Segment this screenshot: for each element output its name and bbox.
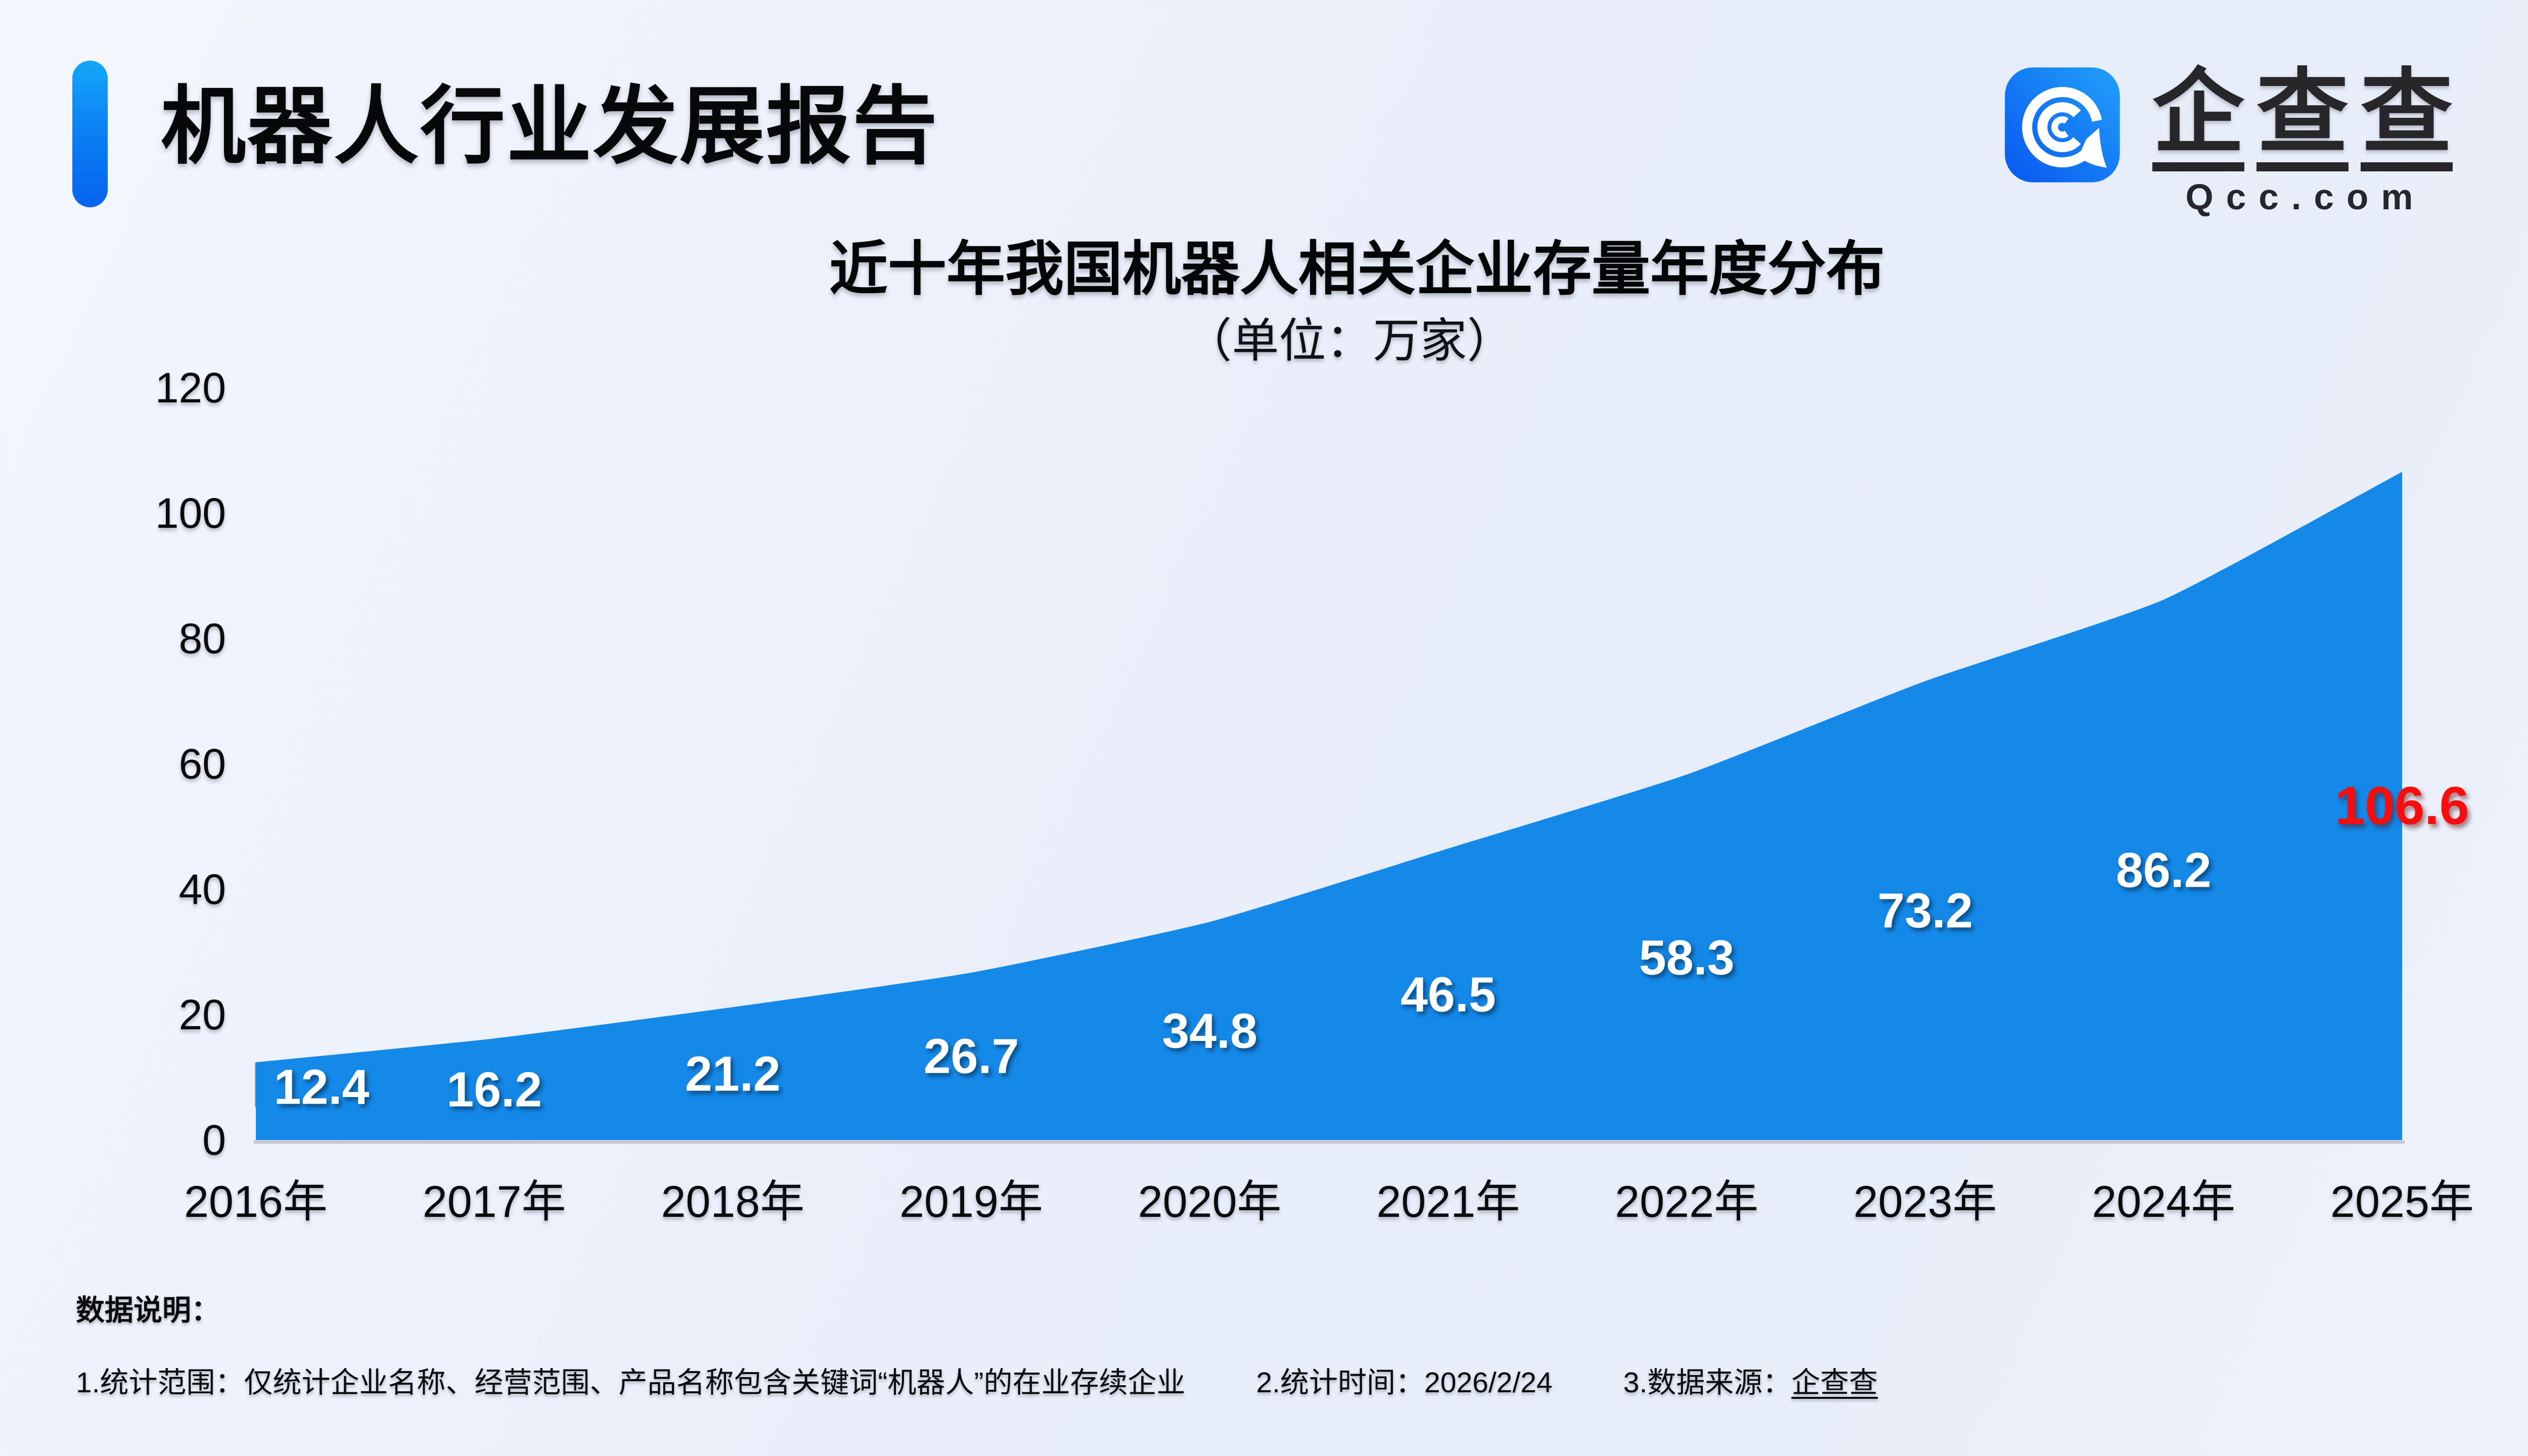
note-item: 3.数据来源：企查查 — [1623, 1367, 1878, 1399]
x-tick-label: 2019年 — [899, 1176, 1043, 1226]
value-label: 26.7 — [923, 1028, 1019, 1084]
x-tick-label: 2024年 — [2092, 1176, 2236, 1226]
qcc-logo-icon — [2004, 66, 2121, 184]
qcc-logo: 企查查 Qcc.com — [2004, 66, 2453, 215]
y-tick-label: 0 — [202, 1116, 226, 1164]
brand-char: 查 — [2256, 66, 2349, 171]
brand-char: 企 — [2152, 66, 2244, 171]
qcc-domain: Qcc.com — [2185, 177, 2426, 217]
chart-title: 近十年我国机器人相关企业存量年度分布 — [829, 236, 1885, 302]
y-tick-label: 100 — [155, 489, 226, 537]
value-label-final: 106.6 — [2335, 776, 2469, 836]
value-label: 58.3 — [1639, 930, 1735, 985]
value-label: 12.4 — [274, 1059, 370, 1115]
area-path — [256, 472, 2403, 1141]
value-label: 73.2 — [1877, 883, 1973, 938]
x-tick-label: 2021年 — [1376, 1176, 1520, 1226]
y-tick-label: 120 — [155, 364, 226, 412]
value-label: 16.2 — [446, 1062, 543, 1117]
qcc-brand-name: 企查查 — [2152, 66, 2453, 171]
y-tick-label: 20 — [178, 991, 226, 1038]
notes-heading: 数据说明： — [76, 1294, 220, 1327]
chart-subtitle: （单位：万家） — [1185, 314, 1514, 367]
x-tick-label: 2018年 — [661, 1176, 805, 1226]
note-item: 1.统计范围：仅统计企业名称、经营范围、产品名称包含关键词“机器人”的在业存续企… — [76, 1367, 1186, 1399]
value-label: 34.8 — [1162, 1003, 1258, 1059]
x-tick-label: 2016年 — [184, 1176, 328, 1226]
x-tick-label: 2017年 — [422, 1176, 566, 1226]
x-tick-label: 2020年 — [1138, 1176, 1282, 1226]
x-tick-label: 2025年 — [2330, 1176, 2474, 1226]
value-label: 21.2 — [685, 1046, 781, 1102]
title-accent-bar — [72, 61, 108, 207]
qcc-logo-text: 企查查 Qcc.com — [2152, 66, 2453, 215]
value-label: 46.5 — [1400, 967, 1496, 1022]
x-tick-label: 2022年 — [1615, 1176, 1758, 1226]
notes-row: 1.统计范围：仅统计企业名称、经营范围、产品名称包含关键词“机器人”的在业存续企… — [76, 1365, 1878, 1401]
brand-char: 查 — [2361, 66, 2453, 171]
note-brand: 企查查 — [1791, 1367, 1878, 1399]
x-tick-label: 2023年 — [1853, 1176, 1997, 1226]
value-label: 86.2 — [2115, 842, 2211, 898]
note-item: 2.统计时间：2026/2/24 — [1256, 1367, 1553, 1399]
page-title: 机器人行业发展报告 — [161, 79, 939, 174]
y-tick-label: 80 — [178, 615, 226, 662]
y-tick-label: 40 — [178, 866, 226, 913]
y-tick-label: 60 — [178, 740, 226, 788]
